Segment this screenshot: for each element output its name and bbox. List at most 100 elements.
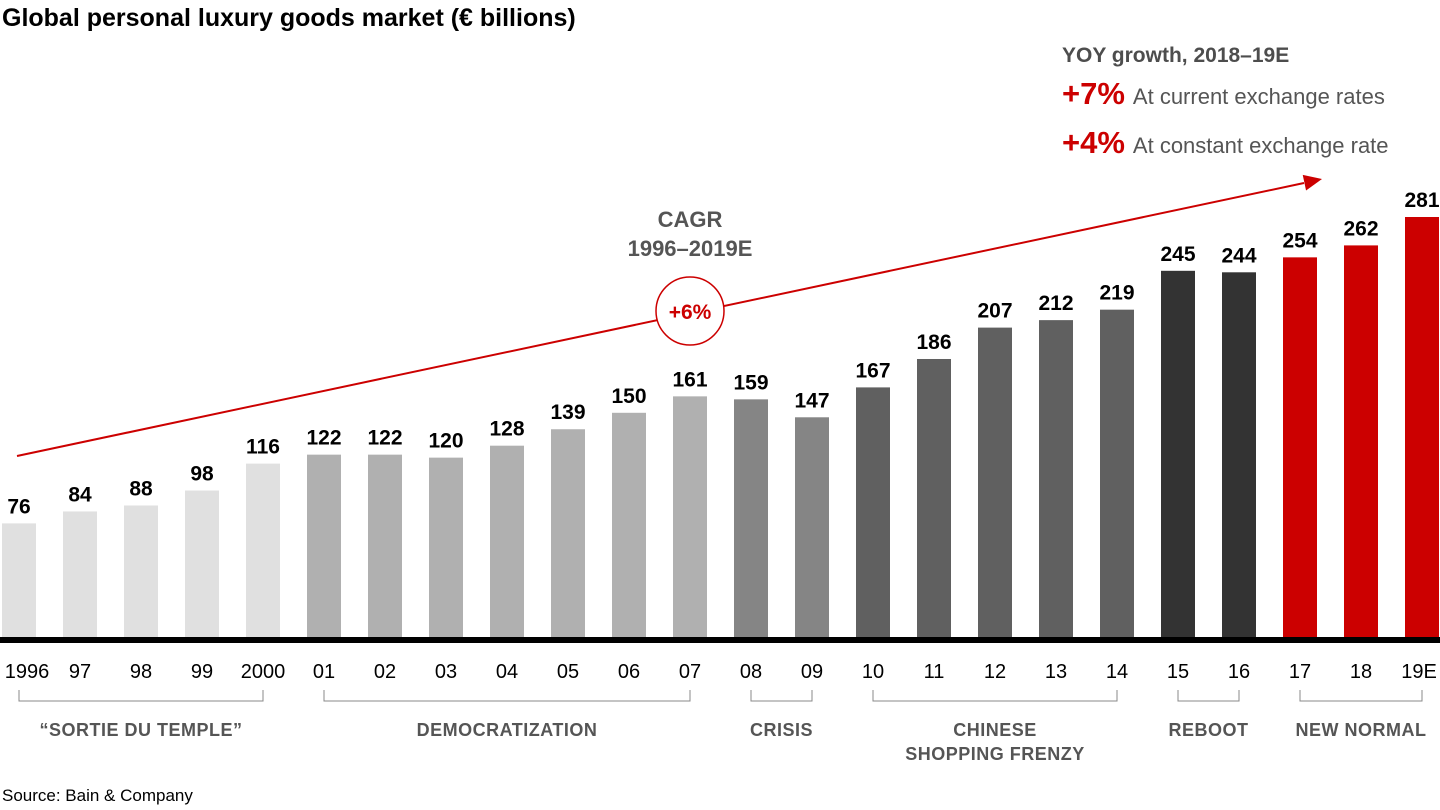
x-tick-label: 07 — [679, 661, 701, 683]
bar-value-label: 122 — [367, 427, 402, 450]
bar-value-label: 212 — [1038, 292, 1073, 315]
period-bracket — [18, 690, 264, 702]
x-tick-label: 98 — [130, 661, 152, 683]
bar — [1222, 272, 1256, 637]
bar-value-label: 84 — [68, 483, 92, 506]
x-tick-label: 04 — [496, 661, 518, 683]
period-label: REBOOT — [1168, 720, 1248, 740]
yoy-constant-label: At constant exchange rate — [1132, 133, 1389, 158]
x-tick-label: 13 — [1045, 661, 1067, 683]
bar — [368, 454, 402, 637]
bar — [185, 490, 219, 637]
x-tick-label: 05 — [557, 661, 579, 683]
x-tick-label: 10 — [862, 661, 884, 683]
bar — [1344, 245, 1378, 638]
bar-value-label: 139 — [550, 401, 585, 424]
bar-value-label: 244 — [1221, 244, 1256, 267]
bar — [490, 445, 524, 637]
x-tick-label: 18 — [1350, 661, 1372, 683]
bar — [795, 417, 829, 637]
bars-group: 76 84 88 98 116 122 122 120 128 139 150 161 159 147 16… — [2, 189, 1440, 638]
period-label: DEMOCRATIZATION — [417, 720, 598, 740]
axis-group: 1996 97 98 99 2000 01 02 03 04 05 06 07 08 09 10 11 12 13… — [0, 637, 1440, 683]
x-tick-label: 14 — [1106, 661, 1128, 683]
bar-value-label: 122 — [306, 427, 341, 450]
bar-value-label: 262 — [1343, 217, 1378, 240]
period-bracket — [872, 690, 1118, 702]
bar — [307, 454, 341, 637]
bar-value-label: 186 — [916, 331, 951, 354]
yoy-heading: YOY growth, 2018–19E — [1062, 44, 1290, 67]
bar-value-label: 98 — [190, 463, 214, 486]
bar-value-label: 150 — [611, 385, 646, 408]
bar-value-label: 245 — [1160, 243, 1195, 266]
bar — [429, 457, 463, 637]
x-tick-label: 1996 — [5, 661, 50, 683]
bar — [978, 327, 1012, 637]
x-tick-label: 02 — [374, 661, 396, 683]
bar-value-label: 76 — [7, 495, 30, 518]
x-tick-label: 06 — [618, 661, 640, 683]
cagr-label-line1: CAGR — [657, 207, 723, 232]
arrowhead-icon — [1302, 174, 1322, 191]
bar — [1100, 309, 1134, 637]
cagr-badge — [655, 276, 725, 346]
periods-group: “SORTIE DU TEMPLE” DEMOCRATIZATION CRISIS C… — [18, 690, 1427, 764]
yoy-current-value: +7% — [1062, 76, 1125, 111]
x-tick-label: 2000 — [241, 661, 286, 683]
period-bracket — [1177, 690, 1240, 702]
bar-value-label: 128 — [489, 418, 524, 441]
period-label: “SORTIE DU TEMPLE” — [39, 720, 242, 740]
bar — [917, 358, 951, 637]
x-tick-label: 03 — [435, 661, 457, 683]
x-tick-label: 09 — [801, 661, 823, 683]
bar — [63, 511, 97, 637]
bar — [1283, 257, 1317, 637]
bar — [124, 505, 158, 637]
bar — [612, 412, 646, 637]
x-tick-label: 12 — [984, 661, 1006, 683]
bar — [1161, 270, 1195, 637]
cagr-label: CAGR 1996–2019E — [560, 205, 820, 263]
x-axis-line — [0, 637, 1440, 643]
x-tick-label: 11 — [924, 661, 945, 683]
x-tick-label: 01 — [313, 661, 335, 683]
bar — [2, 523, 36, 637]
period-label: CRISIS — [750, 720, 813, 740]
x-tick-label: 08 — [740, 661, 762, 683]
bar — [856, 387, 890, 637]
yoy-growth-box: YOY growth, 2018–19E +7% At current excha… — [1062, 40, 1389, 170]
bar — [673, 396, 707, 637]
bar-value-label: 116 — [246, 436, 280, 459]
period-label: NEW NORMAL — [1296, 720, 1427, 740]
bar — [246, 463, 280, 637]
bar-value-label: 167 — [855, 359, 890, 382]
bar-value-label: 120 — [428, 430, 463, 453]
cagr-value: +6% — [669, 301, 712, 324]
x-tick-label: 15 — [1167, 661, 1189, 683]
yoy-row-current: +7% At current exchange rates — [1062, 72, 1389, 121]
bar — [551, 429, 585, 637]
period-bracket — [750, 690, 813, 702]
bar-value-label: 254 — [1282, 229, 1317, 252]
period-label: CHINESE — [953, 720, 1037, 740]
bar-value-label: 281 — [1404, 189, 1439, 212]
x-tick-label: 97 — [69, 661, 91, 683]
yoy-constant-value: +4% — [1062, 125, 1125, 160]
bar-value-label: 147 — [794, 389, 829, 412]
bar-value-label: 159 — [733, 371, 768, 394]
bar — [734, 399, 768, 637]
bar-value-label: 161 — [672, 368, 707, 391]
bar — [1039, 320, 1073, 637]
bar-value-label: 207 — [977, 300, 1012, 323]
x-tick-label: 19E — [1401, 661, 1437, 683]
x-tick-label: 99 — [191, 661, 213, 683]
yoy-current-label: At current exchange rates — [1132, 84, 1385, 109]
period-bracket — [1299, 690, 1423, 702]
bar-value-label: 219 — [1099, 282, 1134, 305]
bar — [1405, 217, 1439, 637]
yoy-row-constant: +4% At constant exchange rate — [1062, 121, 1389, 170]
bar-value-label: 88 — [129, 477, 153, 500]
period-label: SHOPPING FRENZY — [905, 744, 1085, 764]
